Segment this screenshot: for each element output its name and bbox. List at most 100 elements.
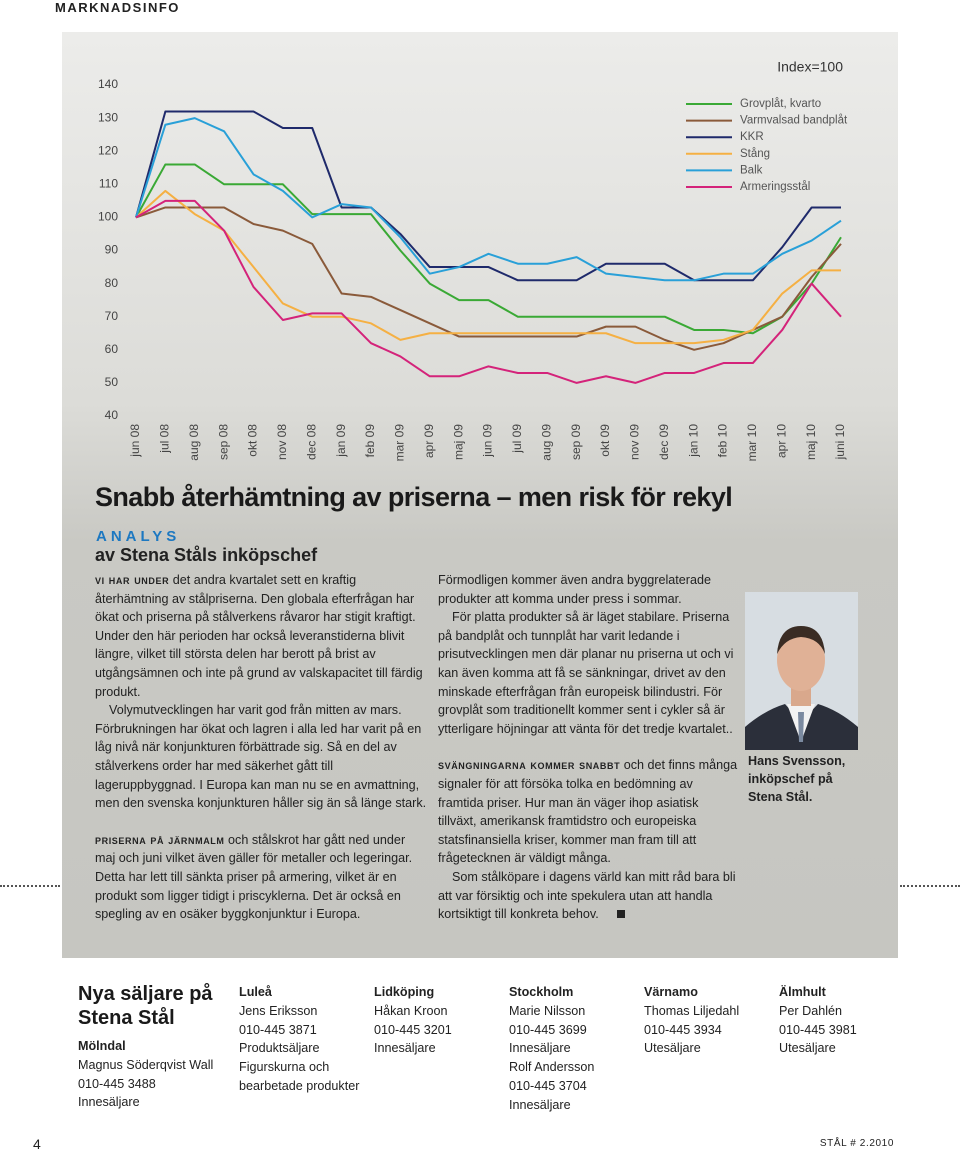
x-tick-label: juni 10	[833, 424, 847, 461]
series-line	[135, 110, 841, 282]
photo-caption: Hans Svensson, inköpschef på Stena Stål.	[748, 754, 846, 804]
seller-line: Utesäljare	[779, 1041, 836, 1056]
legend-label: Varmvalsad bandplåt	[740, 115, 848, 127]
y-tick-label: 120	[98, 143, 118, 157]
x-tick-label: sep 08	[216, 424, 230, 460]
paragraph-text: Volymutvecklingen har varit god från mit…	[95, 703, 427, 811]
city: Lidköping	[374, 985, 435, 999]
paragraph-text: Som stålköpare i dagens värld kan mitt r…	[438, 869, 736, 922]
y-tick-label: 100	[98, 210, 118, 224]
legend-label: Armeringsstål	[740, 181, 810, 193]
series-line	[135, 199, 842, 384]
paragraph: Volymutvecklingen har varit god från mit…	[95, 701, 427, 813]
sellers-title: Nya säljare på Stena Stål	[78, 983, 213, 1029]
x-tick-label: okt 09	[598, 424, 612, 457]
seller-line: Innesäljare	[78, 1095, 140, 1110]
x-tick-label: okt 08	[246, 424, 260, 457]
x-tick-label: jan 10	[686, 424, 700, 458]
city: Luleå	[239, 985, 272, 999]
legend-label: Stång	[740, 148, 770, 160]
y-tick-label: 60	[105, 342, 119, 356]
seller-line: Thomas Liljedahl	[644, 1003, 740, 1018]
index-note: Index=100	[777, 59, 843, 75]
y-tick-label: 130	[98, 110, 118, 124]
column: Förmodligen kommer även andra byggrelate…	[438, 571, 740, 924]
seller-line: Innesäljare	[509, 1041, 571, 1056]
seller-line: 010-445 3201	[374, 1022, 452, 1037]
divider	[0, 885, 60, 887]
seller-line: 010-445 3871	[239, 1022, 317, 1037]
y-tick-label: 90	[105, 243, 119, 257]
x-tick-label: feb 09	[363, 424, 377, 458]
city: Värnamo	[644, 985, 698, 999]
byline: av Stena Ståls inköpschef	[95, 545, 318, 565]
portrait	[745, 592, 858, 750]
seller-group: Mölndal Magnus Söderqvist Wall 010-445 348…	[78, 1037, 218, 1112]
x-tick-label: maj 10	[804, 424, 818, 460]
x-tick-label: feb 10	[716, 424, 730, 458]
y-tick-label: 110	[99, 176, 118, 190]
seller-line: Per Dahlén	[779, 1003, 843, 1018]
x-tick-label: dec 09	[657, 424, 671, 460]
chart: 40 50 60 70 80 90 100 110 120 130 140 jun 08 jul 08 a…	[98, 59, 848, 462]
x-tick-label: apr 10	[774, 424, 788, 458]
x-tick-label: aug 08	[187, 424, 201, 461]
city: Älmhult	[779, 985, 826, 999]
x-tick-label: jul 08	[158, 424, 172, 454]
seller-line: 010-445 3488	[78, 1076, 156, 1091]
divider	[900, 885, 960, 887]
x-tick-label: dec 08	[304, 424, 318, 460]
city: Mölndal	[78, 1039, 126, 1053]
end-mark	[616, 910, 625, 919]
page-number: 4	[33, 1136, 41, 1152]
column: Vi har under det andra kvartalet sett en…	[95, 571, 427, 924]
section-label: MARKNADSINFO	[55, 0, 180, 15]
seller-group: Älmhult Per Dahlén 010-445 3981 Utesäljare	[779, 983, 904, 1058]
y-tick-label: 70	[105, 309, 119, 323]
seller-group: Luleå Jens Eriksson 010-445 3871 Produktsäl…	[239, 983, 364, 1096]
lead-in: Priserna på järnmalm	[95, 832, 225, 847]
x-tick-label: jul 09	[510, 424, 524, 454]
legend-label: Grovplåt, kvarto	[740, 98, 821, 110]
seller-line: 010-445 3699	[509, 1022, 587, 1037]
x-tick-label: jun 08	[128, 424, 142, 458]
y-tick-label: 40	[105, 408, 119, 422]
x-tick-label: nov 09	[628, 424, 642, 460]
seller-line: Innesäljare	[374, 1041, 436, 1056]
seller-line: 010-445 3934	[644, 1022, 722, 1037]
paragraph: Svängningarna kommer snabbt och det finn…	[438, 756, 740, 868]
paragraph: Priserna på järnmalm och stålskrot har g…	[95, 831, 427, 924]
legend-label: Balk	[740, 164, 763, 176]
x-tick-label: jun 09	[481, 424, 495, 458]
issue: STÅL # 2.2010	[819, 1138, 894, 1149]
seller-line: Innesäljare	[509, 1097, 571, 1112]
seller-line: Jens Eriksson	[239, 1003, 318, 1018]
paragraph: Vi har under det andra kvartalet sett en…	[95, 571, 427, 701]
y-tick-label: 140	[98, 77, 118, 91]
series-line	[135, 189, 841, 345]
panel	[62, 32, 898, 958]
lead-in: Svängningarna kommer snabbt	[438, 758, 621, 773]
seller-line: 010-445 3981	[779, 1022, 857, 1037]
seller-line: Magnus Söderqvist Wall	[78, 1057, 214, 1072]
seller-line: Rolf Andersson	[509, 1060, 595, 1075]
paragraph: För platta produkter så är läget stabila…	[438, 608, 740, 738]
x-tick-label: nov 08	[275, 424, 289, 460]
seller-line: Figurskurna och bearbetade produkter	[239, 1060, 360, 1093]
seller-group: Värnamo Thomas Liljedahl 010-445 3934 Utesä…	[644, 983, 769, 1058]
paragraph-text: För platta produkter så är läget stabila…	[438, 610, 734, 736]
series-line	[135, 163, 842, 335]
x-tick-label: apr 09	[422, 424, 436, 458]
paragraph-text: och det finns många signaler för att för…	[438, 758, 738, 866]
x-tick-label: mar 09	[393, 424, 407, 462]
paragraph: Förmodligen kommer även andra byggrelate…	[438, 571, 740, 608]
seller-line: 010-445 3704	[509, 1078, 587, 1093]
seller-line: Marie Nilsson	[509, 1003, 586, 1018]
y-tick-label: 50	[105, 375, 119, 389]
city: Stockholm	[509, 985, 574, 999]
series-line	[135, 117, 842, 282]
seller-group: Lidköping Håkan Kroon 010-445 3201 Innesälj…	[374, 983, 499, 1058]
seller-group: Stockholm Marie Nilsson 010-445 3699 Innesä…	[509, 983, 634, 1115]
x-tick-label: mar 10	[745, 424, 759, 462]
